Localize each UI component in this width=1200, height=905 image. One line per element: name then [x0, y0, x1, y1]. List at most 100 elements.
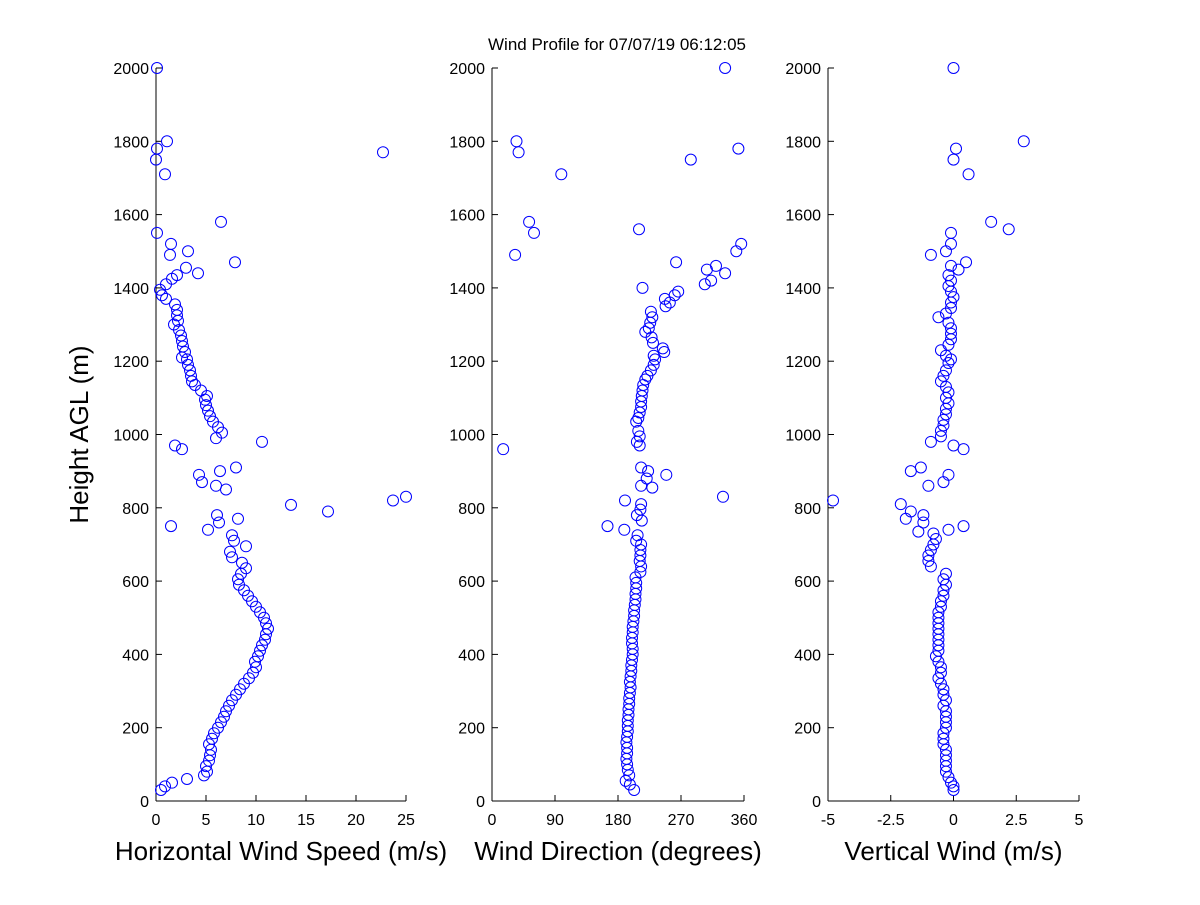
- data-point: [705, 274, 718, 287]
- y-tick-label: 2000: [785, 61, 821, 78]
- data-point: [228, 534, 240, 547]
- data-point: [944, 259, 957, 272]
- data-point: [185, 369, 197, 382]
- x-tick-label: 5: [202, 812, 211, 829]
- x-axis-label: Vertical Wind (m/s): [844, 836, 1062, 866]
- data-point: [322, 505, 334, 518]
- x-tick-label: 10: [247, 812, 265, 829]
- y-tick-label: 1800: [113, 134, 149, 151]
- data-point: [623, 778, 636, 791]
- data-point: [618, 523, 631, 536]
- data-point: [213, 516, 225, 529]
- data-point: [211, 509, 223, 522]
- data-point: [939, 749, 952, 762]
- data-point: [184, 364, 196, 377]
- data-point: [165, 520, 177, 533]
- x-tick-label: 180: [605, 812, 632, 829]
- data-point: [922, 554, 935, 567]
- data-point: [252, 650, 264, 663]
- data-point: [160, 292, 172, 305]
- data-point: [934, 375, 947, 388]
- x-tick-label: 360: [731, 812, 758, 829]
- data-point: [937, 419, 950, 432]
- data-point: [619, 494, 631, 507]
- data-point: [939, 743, 952, 756]
- data-point: [670, 256, 683, 269]
- data-point: [917, 516, 930, 529]
- data-point: [180, 261, 192, 274]
- data-point: [230, 461, 242, 474]
- y-tick-label: 1000: [449, 428, 485, 445]
- horizontal-wind-speed-panel: 0 200 400 600 800 1000 1200 1400 1600 1800 2000 0 5 1…: [64, 61, 447, 866]
- data-point: [151, 62, 163, 74]
- data-point: [206, 732, 218, 745]
- data-point: [644, 305, 657, 318]
- y-tick-label: 600: [458, 574, 485, 591]
- data-point: [827, 494, 840, 507]
- data-point: [169, 439, 181, 452]
- data-point: [937, 727, 950, 740]
- y-tick-label: 800: [122, 501, 149, 518]
- x-tick-label: 2.5: [1005, 812, 1027, 829]
- data-point: [942, 771, 955, 784]
- data-point: [894, 498, 907, 511]
- data-point: [226, 551, 238, 564]
- data-point: [647, 336, 659, 349]
- y-tick-label: 1800: [449, 134, 485, 151]
- data-point: [256, 639, 268, 652]
- y-tick-label: 200: [122, 721, 149, 738]
- y-tick-label: 1600: [113, 208, 149, 225]
- data-point: [960, 256, 973, 269]
- x-tick-label: 270: [668, 812, 695, 829]
- data-point: [944, 274, 957, 287]
- data-point: [944, 776, 957, 789]
- data-point: [642, 322, 655, 335]
- data-point: [202, 404, 214, 417]
- x-tick-label: -2.5: [877, 812, 905, 829]
- data-point: [215, 215, 227, 228]
- data-point: [937, 573, 950, 586]
- data-point: [947, 784, 960, 797]
- data-point: [932, 672, 945, 685]
- data-point: [950, 142, 963, 155]
- data-point: [944, 327, 957, 340]
- data-point: [639, 373, 652, 386]
- y-tick-label: 1400: [113, 281, 149, 298]
- data-point: [220, 705, 232, 718]
- data-point: [942, 523, 955, 536]
- data-point: [924, 435, 937, 448]
- data-point: [198, 769, 210, 782]
- data-point: [644, 364, 657, 377]
- y-tick-label: 2000: [113, 61, 149, 78]
- data-point: [523, 215, 536, 228]
- data-point: [169, 298, 181, 311]
- wind-direction-panel: 0 200 400 600 800 1000 1200 1400 1600 1800 2000 0 90…: [449, 61, 761, 866]
- data-point: [937, 688, 950, 701]
- data-point: [601, 520, 614, 533]
- y-tick-label: 0: [476, 794, 485, 811]
- data-point: [939, 408, 952, 421]
- data-point: [260, 617, 272, 630]
- data-point: [932, 606, 945, 619]
- data-point: [947, 780, 960, 793]
- y-tick-label: 800: [458, 501, 485, 518]
- data-point: [196, 476, 208, 489]
- x-tick-label: 0: [152, 812, 161, 829]
- y-tick-label: 1400: [785, 281, 821, 298]
- data-point: [215, 716, 227, 729]
- data-point: [630, 534, 643, 547]
- y-tick-label: 1200: [113, 354, 149, 371]
- data-point: [947, 153, 960, 166]
- y-axis-label: Height AGL (m): [64, 345, 94, 523]
- data-point: [182, 245, 194, 258]
- data-point: [640, 472, 653, 485]
- data-point: [735, 237, 748, 250]
- data-point: [207, 415, 219, 428]
- x-tick-label: -5: [821, 812, 835, 829]
- data-point: [717, 490, 729, 503]
- data-point: [942, 468, 955, 481]
- data-point: [924, 560, 937, 573]
- data-point: [914, 461, 927, 474]
